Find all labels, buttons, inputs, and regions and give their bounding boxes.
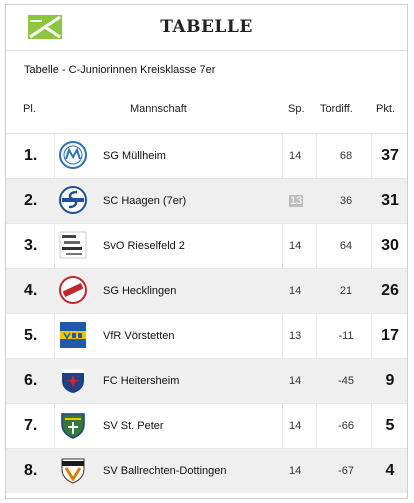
rank-cell: 4. [24,282,38,299]
table-row[interactable]: 3. SvO Rieselfeld 2 14 64 30 [6,223,407,268]
sg-hecklingen-crest-icon [59,276,87,304]
rank-cell: 1. [24,147,38,164]
points-cell: 5 [385,417,395,434]
points-cell: 4 [385,462,395,479]
points-cell: 9 [385,372,395,389]
points-cell: 30 [381,237,399,254]
table-row[interactable]: 5. VfR Vörstetten 13 -11 17 [6,313,407,358]
page-title: TABELLE [160,17,253,37]
sv-st-peter-crest-icon [61,413,85,439]
sg-muellheim-crest-icon [59,141,87,169]
points-cell: 37 [381,147,399,164]
header-divider [6,50,407,51]
goal-diff-cell: 68 [339,150,353,162]
games-cell: 14 [289,285,302,297]
standings-table: 1. SG Müllheim 14 68 37 2. SC Haagen (7e… [6,133,407,493]
points-cell: 26 [381,282,399,299]
goal-diff-cell: -11 [338,330,354,342]
column-header-rank: Pl. [23,103,36,115]
widget-header: TABELLE [6,5,407,47]
goal-diff-cell: 36 [339,195,353,207]
table-row[interactable]: 7. SV St. Peter 14 -66 5 [6,403,407,448]
rank-cell: 3. [24,237,38,254]
rank-cell: 7. [24,417,38,434]
fc-heitersheim-crest-icon [62,369,84,393]
table-row[interactable]: 4. SG Hecklingen 14 21 26 [6,268,407,313]
vfr-voerstetten-crest-icon [60,322,86,348]
table-subtitle: Tabelle - C-Juniorinnen Kreisklasse 7er [24,64,216,76]
goal-diff-cell: -66 [338,420,354,432]
column-header-goal-diff: Tordiff. [320,103,353,115]
team-name[interactable]: SC Haagen (7er) [103,195,187,207]
table-row[interactable]: 6. FC Heitersheim 14 -45 9 [6,358,407,403]
games-cell: 14 [289,420,302,432]
points-cell: 17 [381,327,399,344]
games-cell: 14 [289,240,302,252]
sv-ballrechten-dottingen-crest-icon [61,458,85,484]
table-row[interactable]: 1. SG Müllheim 14 68 37 [6,133,407,178]
team-name[interactable]: SG Müllheim [103,150,166,162]
table-row[interactable]: 8. SV Ballrechten-Dottingen 14 -67 4 [6,448,407,493]
sc-haagen-crest-icon [59,186,87,214]
games-cell: 13 [289,330,302,342]
goal-diff-cell: 21 [339,285,353,297]
team-name[interactable]: SV St. Peter [103,420,164,432]
rank-cell: 8. [24,462,38,479]
green-flag-logo-icon [28,15,62,39]
team-name[interactable]: VfR Vörstetten [103,330,175,342]
games-cell: 13 [289,195,304,207]
team-name[interactable]: SG Hecklingen [103,285,177,297]
table-row[interactable]: 2. SC Haagen (7er) 13 36 31 [6,178,407,223]
team-name[interactable]: SV Ballrechten-Dottingen [103,465,227,477]
games-cell: 14 [289,375,302,387]
rank-cell: 6. [24,372,38,389]
games-cell: 14 [289,150,302,162]
column-header-team: Mannschaft [130,103,187,115]
goal-diff-cell: 64 [339,240,353,252]
rank-cell: 2. [24,192,38,209]
games-cell: 14 [289,465,302,477]
team-name[interactable]: SvO Rieselfeld 2 [103,240,185,252]
column-header-games: Sp. [288,103,305,115]
goal-diff-cell: -67 [338,465,354,477]
column-header-points: Pkt. [376,103,395,115]
rank-cell: 5. [24,327,38,344]
svo-rieselfeld-crest-icon [59,231,87,259]
table-widget: TABELLE Tabelle - C-Juniorinnen Kreiskla… [5,4,408,499]
team-name[interactable]: FC Heitersheim [103,375,180,387]
goal-diff-cell: -45 [338,375,354,387]
points-cell: 31 [381,192,399,209]
